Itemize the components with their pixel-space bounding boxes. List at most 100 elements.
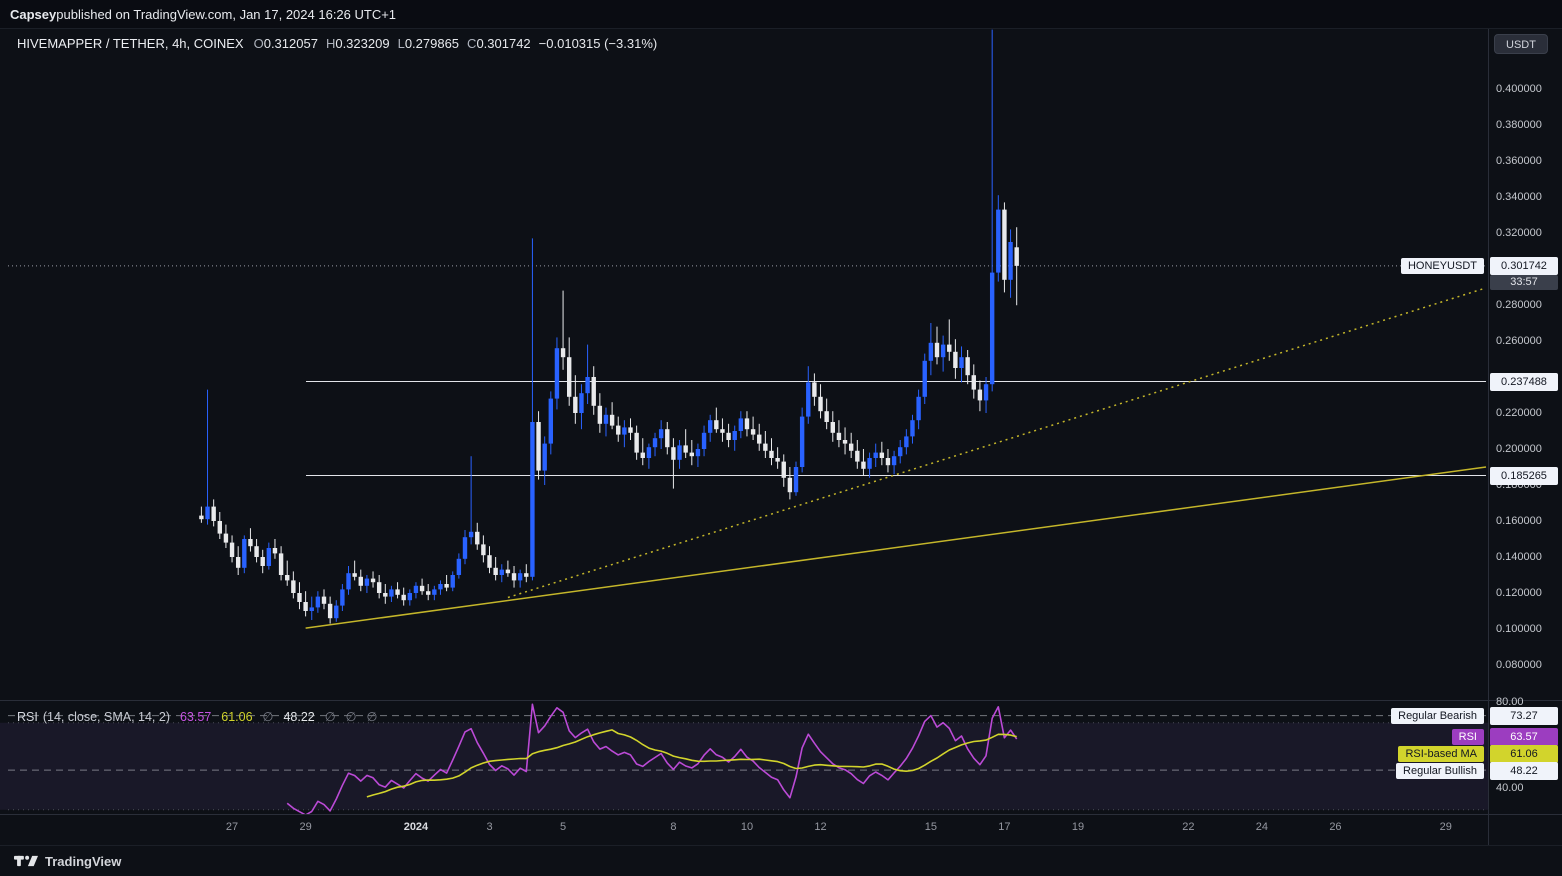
candle <box>818 396 823 412</box>
candle <box>757 434 762 444</box>
candle <box>879 452 885 458</box>
candle <box>438 584 443 590</box>
candle <box>824 411 829 422</box>
rsi-legend-value: ∅ <box>345 710 357 724</box>
candle <box>848 443 854 451</box>
publish-bar: Capsey published on TradingView.com, Jan… <box>0 0 1562 28</box>
candle <box>1014 247 1019 266</box>
candle <box>401 594 406 601</box>
rsi-legend-value: ∅ <box>262 710 274 724</box>
rsi-band <box>0 722 1488 810</box>
rsi-params: (14, close, SMA, 14, 2) <box>42 709 170 724</box>
candle <box>346 573 351 590</box>
publisher-name: Capsey <box>10 6 57 22</box>
candle <box>916 396 921 421</box>
solid-trend-line[interactable] <box>305 466 1487 629</box>
candle <box>199 515 204 520</box>
rsi-legend[interactable]: RSI (14, close, SMA, 14, 2) 63.57 61.06 ∅ 4… <box>17 709 377 725</box>
candle <box>260 557 265 566</box>
candle <box>340 589 345 606</box>
candle <box>738 418 744 431</box>
low-value: 0.279865 <box>404 35 460 51</box>
ohlc-close: C0.301742 <box>467 36 531 51</box>
candle <box>652 438 658 448</box>
candle <box>554 348 560 399</box>
candle <box>646 447 652 458</box>
candle <box>376 582 382 593</box>
candle <box>468 531 474 538</box>
candle <box>671 447 676 460</box>
candle <box>327 603 333 619</box>
candle <box>836 432 842 440</box>
candle <box>517 573 523 581</box>
candle <box>628 427 633 433</box>
candle <box>665 429 670 448</box>
candle <box>475 531 480 545</box>
candle <box>205 506 210 520</box>
candle <box>597 405 603 424</box>
candle <box>493 567 498 575</box>
candle <box>720 429 725 433</box>
candle <box>793 467 799 493</box>
ohlc-high: H0.323209 <box>326 36 390 51</box>
rsi-pane[interactable] <box>0 703 1488 815</box>
candle <box>309 607 314 611</box>
tradingview-logo-icon <box>14 855 38 867</box>
candle <box>254 546 259 557</box>
candle <box>364 578 370 586</box>
candle <box>940 344 946 358</box>
rsi-title[interactable]: RSI <box>17 709 38 724</box>
candle <box>536 422 541 471</box>
candle <box>278 553 284 575</box>
candle <box>989 272 995 385</box>
candle <box>959 357 964 368</box>
open-label: O <box>253 35 264 51</box>
candle <box>928 342 934 361</box>
candle <box>689 452 694 457</box>
candle <box>217 521 222 534</box>
candle <box>867 458 872 469</box>
candle <box>695 449 701 457</box>
candle <box>567 357 572 397</box>
price-pane[interactable] <box>8 29 1487 629</box>
symbol-legend[interactable]: HIVEMAPPER / TETHER, 4h, COINEX O0.31205… <box>17 35 657 51</box>
change-value: −0.010315 (−3.31%) <box>538 35 658 51</box>
candle <box>910 420 915 437</box>
candle <box>450 575 455 588</box>
high-value: 0.323209 <box>335 35 390 51</box>
candle <box>444 584 449 588</box>
candle <box>885 458 891 466</box>
candle <box>634 432 639 453</box>
candle <box>456 558 462 575</box>
candle <box>419 585 425 592</box>
candle <box>272 548 278 554</box>
candle <box>965 357 970 376</box>
candle <box>775 458 780 462</box>
candle <box>573 396 578 413</box>
candle <box>432 589 437 595</box>
candle <box>229 542 235 557</box>
rsi-ma-line[interactable] <box>366 729 1017 798</box>
candle <box>622 427 627 435</box>
currency-toggle-button[interactable]: USDT <box>1494 34 1548 54</box>
candle <box>861 461 866 469</box>
candle <box>413 585 419 593</box>
candle <box>891 456 897 466</box>
candle <box>609 414 615 426</box>
candle <box>677 445 682 460</box>
candle <box>977 389 983 401</box>
candle <box>370 578 376 583</box>
candle <box>248 539 253 547</box>
tradingview-watermark[interactable]: TradingView <box>14 854 121 869</box>
candle <box>1008 242 1013 280</box>
symbol-title[interactable]: HIVEMAPPER / TETHER, 4h, COINEX <box>17 35 244 51</box>
rsi-legend-value: 61.06 <box>221 710 253 724</box>
ohlc-low: L0.279865 <box>398 36 459 51</box>
candle <box>499 569 504 575</box>
rsi-legend-values: 63.57 61.06 ∅ 48.22 ∅ ∅ ∅ <box>170 709 377 724</box>
candle <box>591 377 596 406</box>
rsi-line[interactable] <box>286 703 1018 815</box>
candle <box>285 575 290 581</box>
candle <box>787 477 793 493</box>
